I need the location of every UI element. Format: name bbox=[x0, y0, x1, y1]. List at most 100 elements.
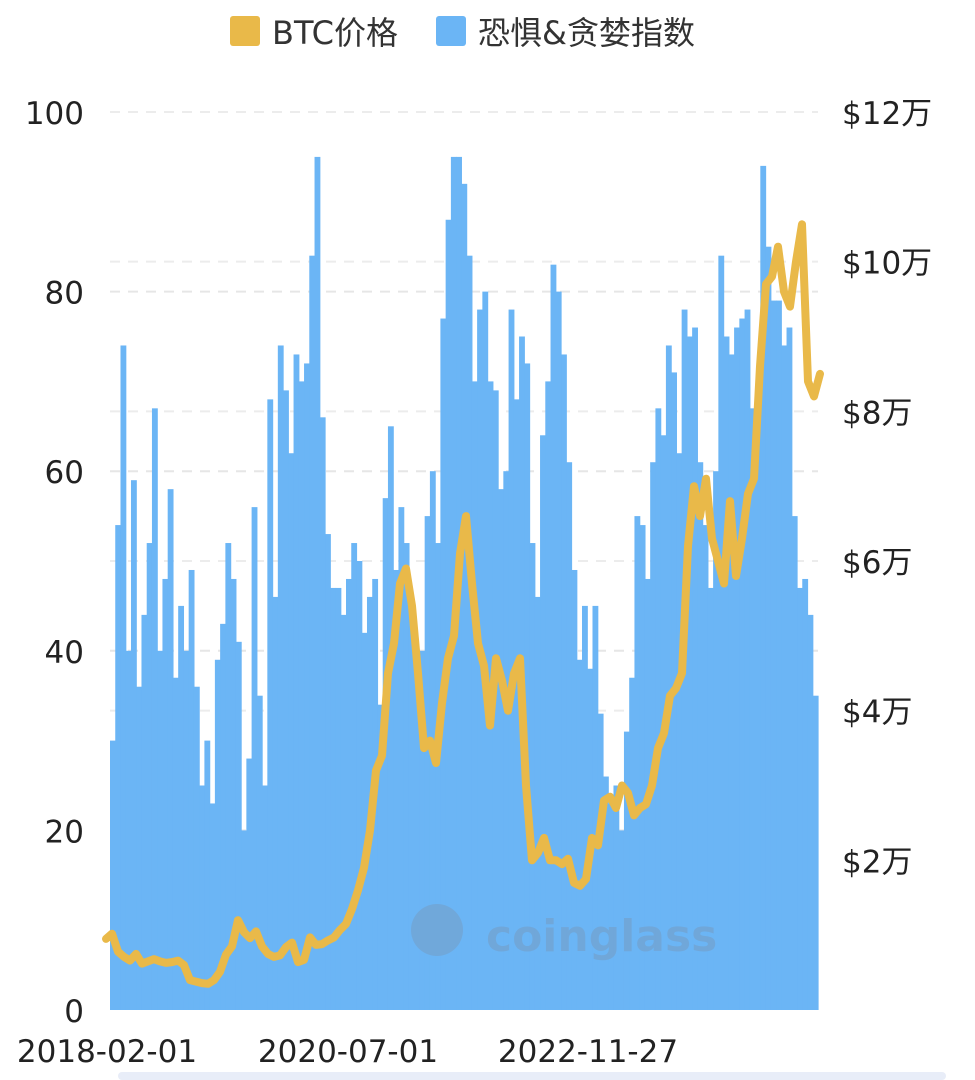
fear-greed-bar bbox=[130, 480, 137, 1010]
chart-scrollbar[interactable] bbox=[118, 1072, 946, 1080]
fear-greed-bar bbox=[225, 543, 232, 1010]
fear-greed-bar bbox=[786, 327, 793, 1010]
fear-greed-bar bbox=[277, 345, 284, 1011]
fear-greed-bar bbox=[723, 336, 730, 1010]
fear-greed-bar bbox=[686, 336, 693, 1010]
fear-greed-bar bbox=[309, 255, 316, 1010]
fear-greed-bar bbox=[807, 614, 814, 1010]
fear-greed-bar bbox=[765, 246, 772, 1010]
fear-greed-bar bbox=[298, 381, 305, 1010]
legend-item-btc-price[interactable]: BTC价格 bbox=[230, 8, 398, 54]
fear-greed-bar bbox=[125, 650, 132, 1010]
fear-greed-bar bbox=[330, 587, 337, 1010]
fear-greed-bar bbox=[802, 578, 809, 1010]
fear-greed-bar bbox=[629, 677, 636, 1010]
fear-greed-bar bbox=[781, 345, 788, 1011]
fear-greed-bar bbox=[146, 543, 153, 1010]
x-tick-label: 2020-07-01 bbox=[258, 1034, 438, 1070]
fear-greed-bar bbox=[744, 309, 751, 1010]
fear-greed-bar bbox=[167, 489, 174, 1010]
fear-greed-bar bbox=[435, 543, 441, 1010]
fear-greed-bar bbox=[151, 408, 158, 1011]
fear-greed-bar bbox=[461, 183, 468, 1011]
btc-price-line bbox=[102, 220, 824, 988]
fear-greed-bar bbox=[513, 399, 520, 1010]
right-tick-label: $2万 bbox=[842, 844, 912, 880]
fear-greed-bar bbox=[393, 569, 400, 1010]
fear-greed-bar bbox=[618, 830, 625, 1010]
coinglass-watermark: coinglass bbox=[411, 904, 717, 962]
fear-greed-bar bbox=[193, 686, 200, 1010]
fear-greed-bar bbox=[424, 516, 431, 1010]
fear-greed-bar bbox=[377, 704, 384, 1010]
fear-greed-bar bbox=[707, 587, 714, 1010]
fear-greed-bar bbox=[697, 462, 704, 1011]
fear-greed-bar bbox=[157, 650, 164, 1010]
fear-greed-bar bbox=[214, 659, 221, 1010]
fear-greed-bar bbox=[749, 408, 756, 1011]
fear-greed-bar bbox=[204, 740, 211, 1010]
fear-greed-bar bbox=[555, 291, 562, 1011]
fear-greed-bar bbox=[650, 462, 657, 1011]
fear-greed-bar bbox=[529, 543, 536, 1010]
fear-greed-bar bbox=[739, 318, 746, 1010]
right-tick-label: $12万 bbox=[842, 96, 932, 132]
fear-greed-bar bbox=[655, 408, 662, 1011]
fear-greed-bar bbox=[445, 219, 452, 1010]
legend-label-fear-greed: 恐惧&贪婪指数 bbox=[477, 14, 695, 52]
fear-greed-bar bbox=[272, 596, 279, 1010]
legend-item-fear-greed[interactable]: 恐惧&贪婪指数 bbox=[435, 8, 695, 54]
left-tick-label: 40 bbox=[45, 635, 84, 671]
fear-greed-bar bbox=[162, 578, 169, 1010]
x-tick-label: 2018-02-01 bbox=[17, 1034, 197, 1070]
fear-greed-bar bbox=[325, 534, 331, 1010]
right-tick-label: $4万 bbox=[842, 695, 912, 731]
left-tick-label: 0 bbox=[64, 994, 84, 1030]
fear-greed-bar bbox=[220, 623, 226, 1010]
fear-greed-bar bbox=[351, 543, 358, 1010]
fear-greed-bar bbox=[246, 758, 253, 1010]
fear-greed-bars bbox=[110, 156, 819, 1011]
fear-greed-bar bbox=[692, 327, 698, 1010]
fear-greed-bar bbox=[566, 462, 573, 1011]
fear-greed-bar bbox=[251, 507, 258, 1010]
fear-greed-bar bbox=[120, 345, 127, 1011]
left-tick-label: 100 bbox=[25, 96, 84, 132]
right-tick-label: $6万 bbox=[842, 545, 912, 581]
fear-greed-bar bbox=[115, 525, 122, 1010]
right-axis: $2万 $4万 $6万 $8万 $10万 $12万 bbox=[842, 96, 932, 880]
right-tick-label: $8万 bbox=[842, 395, 912, 431]
fear-greed-bar bbox=[582, 605, 588, 1010]
fear-greed-bar bbox=[241, 830, 247, 1010]
fear-greed-bar bbox=[545, 381, 552, 1010]
fear-greed-bar bbox=[471, 381, 478, 1010]
fear-greed-bar bbox=[770, 300, 777, 1011]
fear-greed-bar bbox=[755, 390, 761, 1010]
fear-greed-bar bbox=[398, 507, 405, 1010]
fear-greed-bar bbox=[534, 596, 541, 1010]
fear-greed-bar bbox=[728, 354, 735, 1011]
fear-greed-bar bbox=[524, 363, 531, 1010]
fear-greed-bar bbox=[387, 426, 394, 1010]
fear-greed-bar bbox=[776, 300, 782, 1011]
fear-greed-bar bbox=[791, 516, 798, 1010]
fear-greed-bar bbox=[256, 695, 263, 1010]
fear-greed-bar bbox=[576, 659, 583, 1010]
fear-greed-bar bbox=[293, 354, 300, 1011]
watermark-text: coinglass bbox=[486, 911, 717, 962]
fear-greed-bar bbox=[209, 803, 216, 1010]
fear-greed-bar bbox=[414, 650, 421, 1010]
right-tick-label: $10万 bbox=[842, 246, 932, 282]
x-axis: 2018-02-01 2020-07-01 2022-11-27 bbox=[17, 1034, 678, 1070]
fear-greed-bar bbox=[172, 677, 179, 1010]
legend: BTC价格 恐惧&贪婪指数 bbox=[230, 8, 733, 54]
fear-greed-bar bbox=[183, 650, 190, 1010]
fear-greed-bar bbox=[550, 264, 557, 1010]
fear-greed-bar bbox=[288, 453, 295, 1010]
left-tick-label: 60 bbox=[45, 455, 84, 491]
x-tick-label: 2022-11-27 bbox=[498, 1034, 678, 1070]
fear-greed-bar bbox=[540, 435, 546, 1010]
fear-greed-bar bbox=[178, 605, 185, 1010]
fear-greed-bar bbox=[571, 569, 578, 1010]
